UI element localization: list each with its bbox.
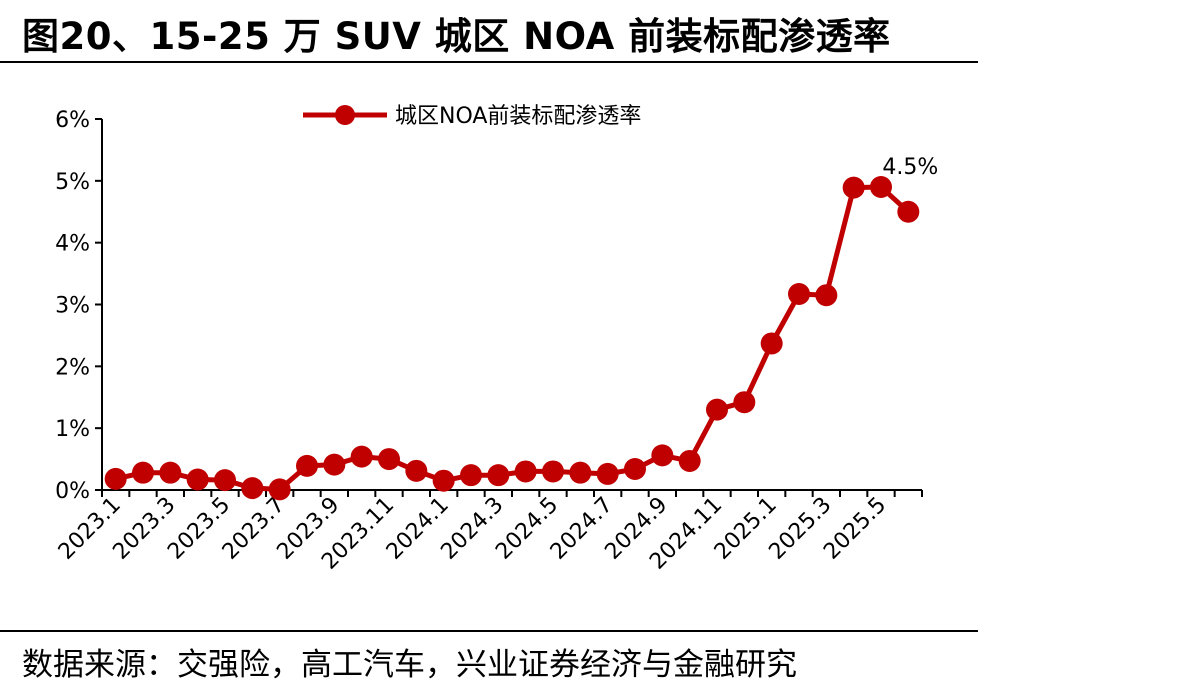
data-point [159,461,182,484]
data-point [323,453,346,476]
y-tick-label: 2% [55,355,90,380]
data-point [760,332,783,355]
y-tick-label: 1% [55,417,90,442]
source-note: 数据来源：交强险，高工汽车，兴业证券经济与金融研究 [22,647,797,683]
data-point [460,464,482,487]
data-point [104,467,127,490]
data-point [842,176,865,199]
y-tick-label: 5% [55,170,90,195]
y-tick-label: 6% [55,108,90,133]
series-group [104,176,920,501]
data-point [815,284,838,307]
y-tick-label: 0% [55,479,90,504]
y-tick-label: 3% [55,294,90,319]
data-point [788,282,810,305]
series-line [115,184,910,492]
data-point [405,459,428,482]
data-point [241,477,264,500]
data-point [624,457,646,480]
data-point [678,449,701,472]
data-point [733,391,756,414]
data-point [186,468,209,491]
data-point [350,445,373,468]
chart-axes: 0%1%2%3%4%5%6%2023.12023.32023.52023.720… [54,108,923,575]
data-point [378,448,400,471]
y-tick-label: 4% [55,232,90,257]
data-point [487,464,510,487]
data-point [514,460,537,483]
data-label: 4.5% [882,155,938,180]
data-labels: 4.5% [882,155,938,180]
data-point [296,454,318,477]
data-point [897,200,920,223]
chart-legend: 城区NOA前装标配渗透率 [303,104,641,129]
chart-title: 图20、15-25 万 SUV 城区 NOA 前装标配渗透率 [22,15,891,58]
data-point [596,462,619,485]
data-point [651,444,674,467]
data-point [432,469,455,492]
legend-label: 城区NOA前装标配渗透率 [395,104,641,129]
source-divider [0,630,978,632]
data-point [132,461,154,484]
data-point [542,460,564,483]
legend-marker [335,105,355,125]
data-point [214,469,236,492]
title-divider [0,61,978,63]
x-tick-label: 2025.5 [819,493,891,565]
data-point [870,176,892,199]
data-point [706,398,728,421]
data-point [268,478,291,501]
data-point [569,461,592,484]
